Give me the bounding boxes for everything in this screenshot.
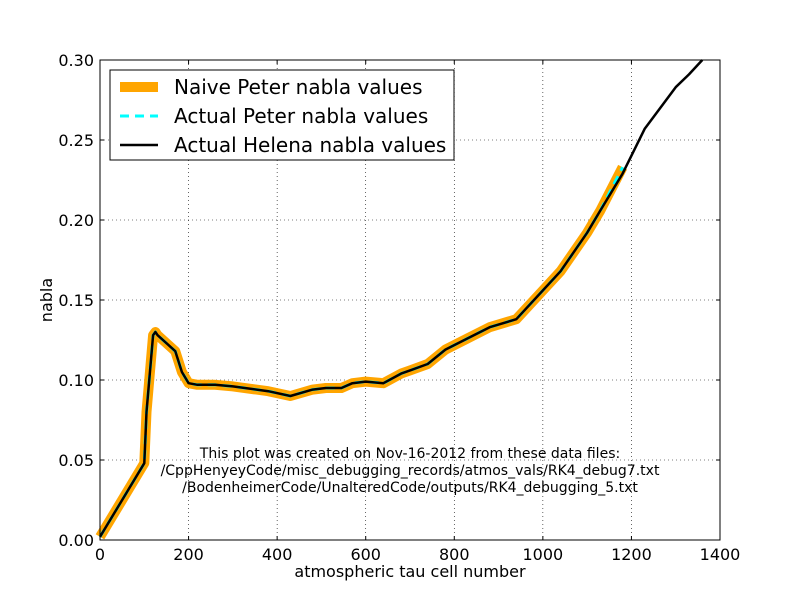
annotation: This plot was created on Nov-16-2012 fro… xyxy=(161,446,660,496)
legend-box xyxy=(109,69,455,161)
series-line-3 xyxy=(98,59,704,538)
y-tick-label: 0.15 xyxy=(58,291,94,310)
legend-entry: Actual Helena nabla values xyxy=(120,133,446,157)
legend-entry: Naive Peter nabla values xyxy=(120,75,423,99)
y-tick-label: 0.05 xyxy=(58,451,94,470)
legend-label: Actual Helena nabla values xyxy=(174,133,446,157)
y-axis-label: nabla xyxy=(37,278,56,322)
x-tick-label: 200 xyxy=(173,545,204,564)
y-tick-label: 0.10 xyxy=(58,371,94,390)
series-lines xyxy=(95,59,704,540)
x-tick-label: 1000 xyxy=(522,545,563,564)
x-tick-label: 600 xyxy=(350,545,381,564)
y-tick-label: 0.25 xyxy=(58,131,94,150)
legend: Naive Peter nabla values Actual Peter na… xyxy=(109,69,455,161)
axis-ticks: 0 200 400 600 800 1000 1200 1400 0.00 0.05 0.10 0.1… xyxy=(58,51,740,564)
y-tick-label: 0.30 xyxy=(58,51,94,70)
legend-label: Actual Peter nabla values xyxy=(174,104,428,128)
x-tick-label: 0 xyxy=(95,545,105,564)
annotation-line: /CppHenyeyCode/misc_debugging_records/at… xyxy=(161,463,660,479)
x-tick-label: 1400 xyxy=(700,545,741,564)
legend-entry: Actual Peter nabla values xyxy=(120,104,428,128)
x-tick-label: 400 xyxy=(262,545,293,564)
x-tick-label: 800 xyxy=(439,545,470,564)
x-tick-label: 1200 xyxy=(611,545,652,564)
y-tick-label: 0.20 xyxy=(58,211,94,230)
y-tick-label: 0.00 xyxy=(58,531,94,550)
annotation-line: This plot was created on Nov-16-2012 fro… xyxy=(199,446,620,462)
legend-label: Naive Peter nabla values xyxy=(174,75,423,99)
annotation-line: /BodenheimerCode/UnalteredCode/outputs/R… xyxy=(182,480,638,496)
x-axis-label: atmospheric tau cell number xyxy=(294,562,526,581)
